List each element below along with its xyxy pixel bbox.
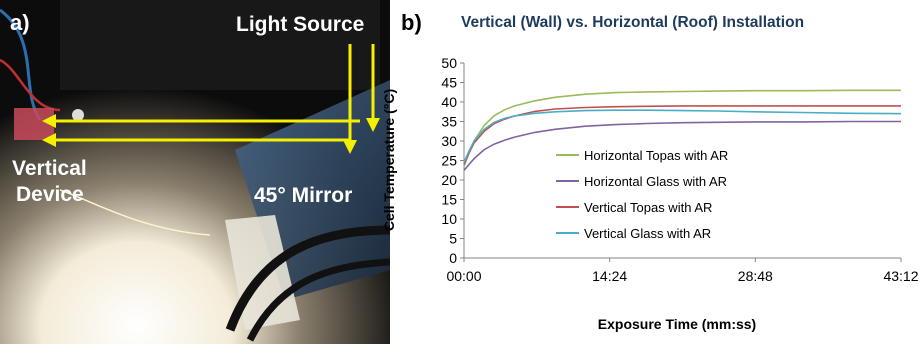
y-tick-label: 40	[441, 94, 457, 110]
y-tick-label: 0	[449, 250, 457, 266]
setup-photo: a) Light Source Vertical Device 45° Mirr…	[0, 0, 390, 344]
y-tick-label: 50	[441, 55, 457, 71]
vertical-device-label-line2: Device	[16, 183, 84, 206]
y-tick-label: 30	[441, 133, 457, 149]
light-arrows	[42, 44, 380, 154]
y-tick-label: 20	[441, 172, 457, 188]
chart-title: Vertical (Wall) vs. Horizontal (Roof) In…	[461, 14, 805, 31]
legend-label-1: Horizontal Topas with AR	[584, 148, 728, 163]
series-line-4	[463, 109, 902, 163]
setup-photo-image	[0, 0, 390, 344]
series-line-3	[463, 105, 901, 165]
series-line-2	[463, 120, 901, 171]
x-tick-label: 43:12	[883, 268, 918, 284]
x-tick-label: 28:48	[738, 268, 773, 284]
vertical-device-label-line1: Vertical	[12, 157, 87, 180]
y-tick-label: 5	[449, 231, 457, 247]
light-source-label: Light Source	[236, 13, 365, 36]
series-line-1	[463, 89, 901, 167]
x-tick-label: 00:00	[446, 268, 481, 284]
x-tick-label: 14:24	[592, 268, 627, 284]
legend-label-3: Vertical Topas with AR	[584, 200, 712, 215]
y-tick-label: 15	[441, 192, 457, 208]
mirror-label: 45° Mirror	[254, 184, 353, 207]
y-tick-label: 25	[441, 153, 457, 169]
y-tick-label: 45	[441, 75, 457, 91]
y-tick-label: 10	[441, 211, 457, 227]
legend-label-4: Vertical Glass with AR	[584, 226, 711, 241]
y-tick-label: 35	[441, 114, 457, 130]
chart-plot: 0 5 10 15 20 25 30 35 40 45 50 00:00 14:24 28:48 43:12…	[441, 55, 918, 284]
panel-b-letter: b)	[401, 10, 422, 35]
legend-label-2: Horizontal Glass with AR	[584, 174, 727, 189]
x-axis-label: Exposure Time (mm:ss)	[597, 316, 757, 332]
temperature-chart: b) Vertical (Wall) vs. Horizontal (Roof)…	[381, 0, 919, 344]
panel-a-letter: a)	[10, 10, 30, 35]
vertical-device-shape	[14, 108, 54, 140]
